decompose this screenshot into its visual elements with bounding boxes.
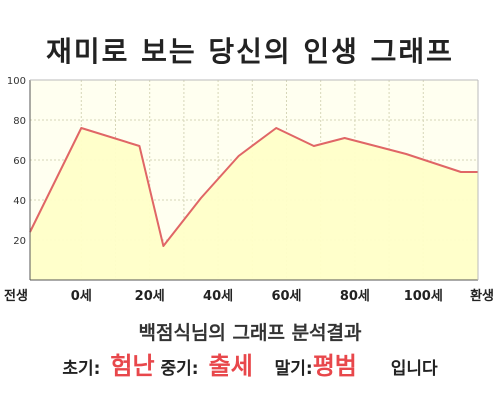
early-value: 험난 [110,352,155,380]
x-tick-label: 환생 [470,288,494,304]
chart-area [29,127,478,280]
area-fill [30,128,478,280]
chart-axes [29,79,479,281]
x-tick-label: 20세 [135,289,165,304]
x-tick-label: 전생 [4,288,28,304]
late-label: 말기: [274,359,313,379]
y-tick-label: 20 [13,236,26,247]
y-tick-label: 60 [13,156,26,167]
x-tick-label: 60세 [271,289,301,304]
series-line [29,127,478,247]
mid-label: 중기: [160,359,199,379]
y-tick-label: 100 [7,76,26,87]
x-tick-label: 80세 [340,289,370,304]
y-tick-labels: 20 40 60 80 100 [7,76,26,247]
x-tick-label: 100세 [404,289,443,304]
y-tick-label: 40 [13,196,26,207]
ending-text: 입니다 [390,359,438,379]
late-value: 평범 [312,352,357,380]
x-tick-labels: 전생 0세 20세 40세 60세 80세 100세 환생 [4,288,494,304]
result-heading: 백점식님의 그래프 분석결과 [138,322,362,344]
x-tick-label: 0세 [71,289,92,304]
result-line: 초기: 험난 중기: 출세 말기:평범 입니다 [0,346,500,381]
x-tick-label: 40세 [203,289,233,304]
early-label: 초기: [62,359,101,379]
life-graph-chart: 20 40 60 80 100 전생 0세 20세 40세 60세 80세 100세 환생 [4,76,494,304]
y-tick-label: 80 [13,116,26,127]
mid-value: 출세 [208,352,253,380]
chart-title: 재미로 보는 당신의 인생 그래프 [46,35,454,68]
